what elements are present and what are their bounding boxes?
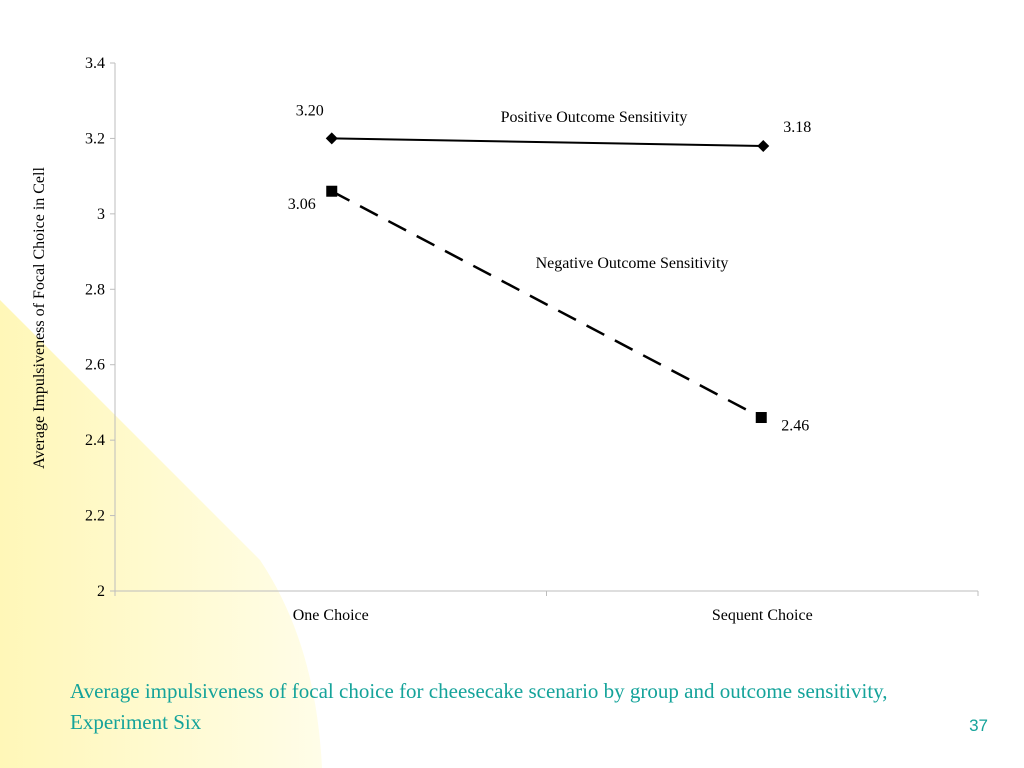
- series-name-label: Negative Outcome Sensitivity: [536, 255, 729, 272]
- series-line: [331, 190, 762, 419]
- series-marker-diamond: [757, 139, 770, 152]
- y-tick-label: 2.4: [85, 432, 105, 449]
- y-axis-title: Average Impulsiveness of Focal Choice in…: [31, 167, 48, 469]
- y-tick-label: 3: [97, 206, 105, 223]
- data-label: 2.46: [781, 418, 809, 435]
- y-tick-label: 2.2: [85, 508, 105, 525]
- series-marker-square: [326, 185, 338, 197]
- y-tick-label: 2: [97, 583, 105, 600]
- data-label: 3.18: [783, 119, 811, 136]
- series-marker-square: [755, 412, 767, 424]
- y-tick-label: 3.4: [85, 55, 105, 72]
- x-axis-ticks: One Choice Sequent Choice: [114, 591, 979, 624]
- series-name-label: Positive Outcome Sensitivity: [501, 109, 688, 126]
- series-line: [331, 137, 764, 147]
- x-tick-label: Sequent Choice: [712, 607, 813, 624]
- page-number: 37: [969, 716, 988, 735]
- slide-caption: Average impulsiveness of focal choice fo…: [70, 679, 888, 734]
- y-tick-label: 2.6: [85, 357, 105, 374]
- chart-series: 3.20 3.18 Positive Outcome Sensitivity 3.06…: [288, 102, 812, 434]
- y-tick-label: 3.2: [85, 130, 105, 147]
- data-label: 3.06: [288, 196, 316, 213]
- series-marker-diamond: [325, 132, 338, 145]
- data-label: 3.20: [296, 102, 324, 119]
- y-axis-ticks: 2 2.2 2.4 2.6 2.8 3 3.2 3.4: [85, 55, 115, 600]
- y-tick-label: 2.8: [85, 281, 105, 298]
- x-tick-label: One Choice: [293, 607, 369, 624]
